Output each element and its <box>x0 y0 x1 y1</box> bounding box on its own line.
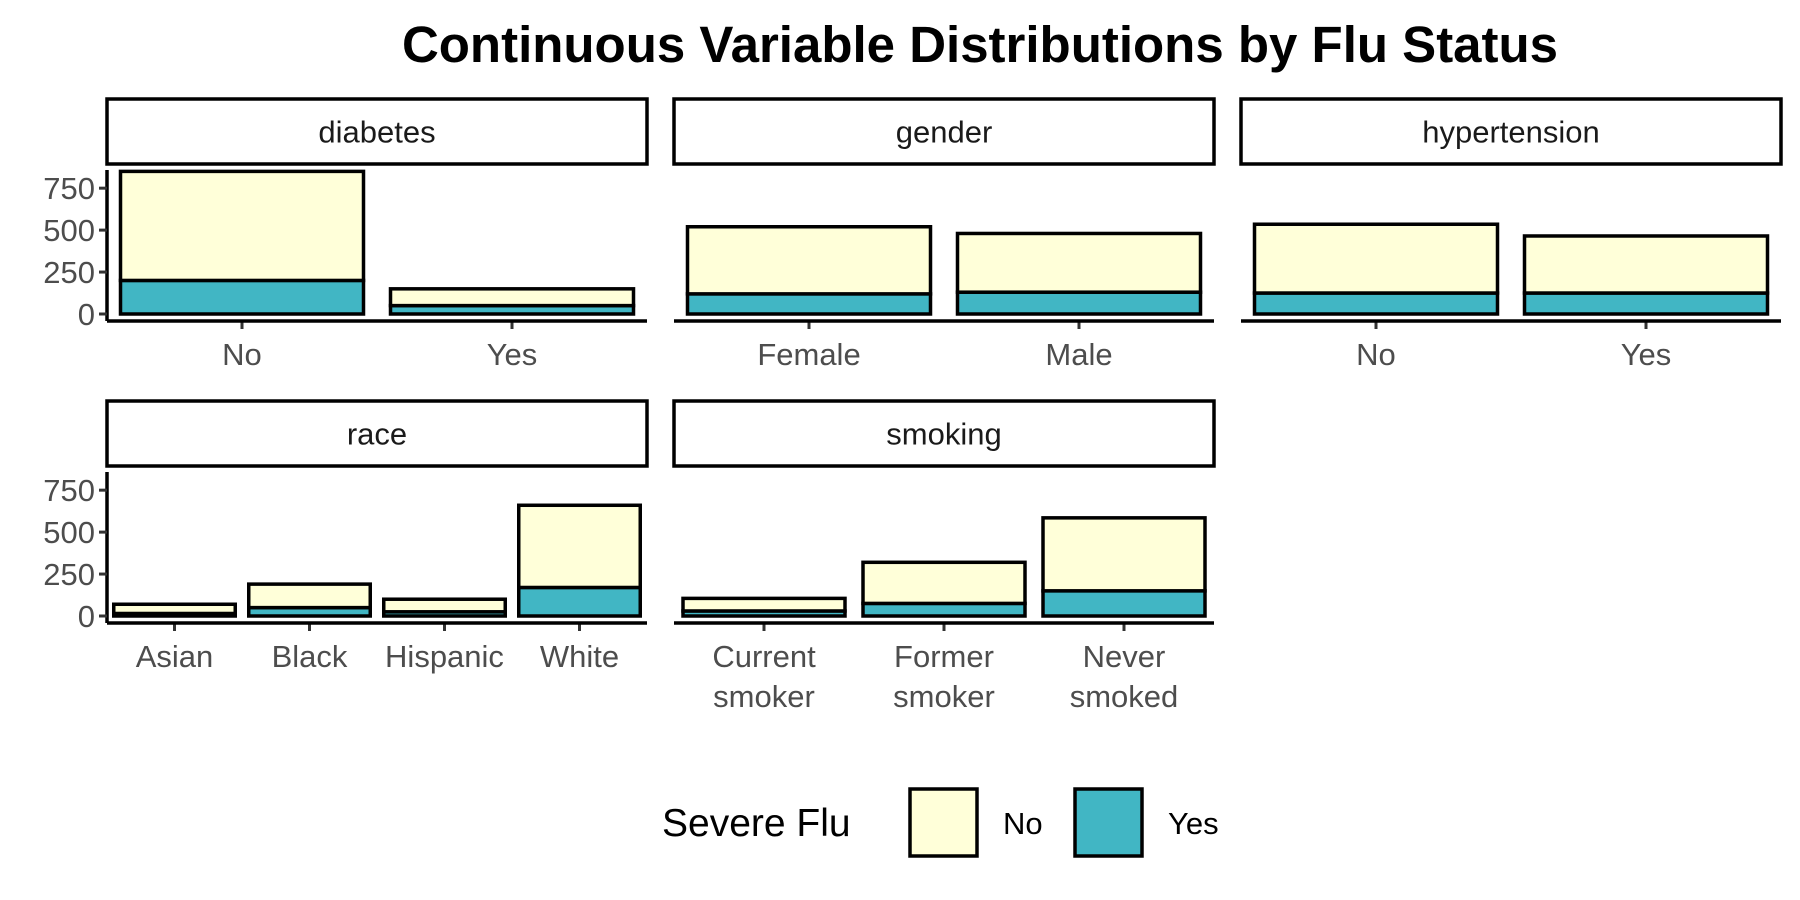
x-tick-label-line: Yes <box>487 337 538 372</box>
y-tick-label: 0 <box>78 599 95 634</box>
bar-gender-female-yes <box>685 292 933 316</box>
facet-strip <box>672 97 1216 166</box>
legend: Severe Flu No Yes <box>662 787 1219 858</box>
x-tick-label: Hispanic <box>385 639 504 674</box>
bar-gender-female-no <box>685 225 933 296</box>
bar-hypertension-no-no <box>1252 222 1500 295</box>
bar-gender-male-no <box>955 231 1203 294</box>
facet-strip-label: smoking <box>886 417 1001 452</box>
x-tick-label-line: Yes <box>1621 337 1672 372</box>
x-tick-label: Female <box>757 337 860 372</box>
facet-strip <box>105 399 649 468</box>
facet-race: race Asian Black Hispanic White 0 250 500 750 <box>43 399 649 674</box>
bar-smoking-former-smoker-no <box>861 560 1027 606</box>
bar-race-black-no <box>247 582 372 610</box>
x-tick-label-line: Asian <box>136 639 214 674</box>
facet-strip-label: hypertension <box>1422 115 1600 150</box>
y-tick-label: 500 <box>43 213 95 248</box>
y-tick-label: 0 <box>78 297 95 332</box>
bar-diabetes-no-no <box>118 169 366 283</box>
x-tick-label: Former smoker <box>893 639 995 714</box>
x-tick-label-line: Female <box>757 337 860 372</box>
facet-strip <box>105 97 649 166</box>
facet-strip <box>672 399 1216 468</box>
bar-race-white-no <box>517 503 642 590</box>
y-tick-label: 250 <box>43 557 95 592</box>
x-tick-label-line: Never <box>1083 639 1166 674</box>
bar-race-white-yes <box>517 585 642 618</box>
y-tick-label: 750 <box>43 473 95 508</box>
x-tick-label-line: Hispanic <box>385 639 504 674</box>
x-tick-label-line: No <box>1356 337 1396 372</box>
facets: diabetes No Yes 0 250 500 750 gender Female Male h… <box>43 97 1783 714</box>
x-tick-label-line: Current <box>712 639 816 674</box>
bar-race-hispanic-no <box>382 597 507 614</box>
bar-smoking-current-smoker-no <box>681 596 847 613</box>
x-tick-label-line: smoker <box>893 679 995 714</box>
bar-diabetes-no-yes <box>118 278 366 316</box>
facet-smoking: smoking Current smoker Former smoker Never smo… <box>672 399 1216 714</box>
legend-title: Severe Flu <box>662 802 851 845</box>
facet-strip-label: diabetes <box>318 115 435 150</box>
facet-gender: gender Female Male <box>672 97 1216 372</box>
x-tick-label-line: Black <box>272 639 348 674</box>
chart-title: Continuous Variable Distributions by Flu… <box>402 16 1558 73</box>
x-tick-label-line: smoker <box>713 679 815 714</box>
x-tick-label: White <box>540 639 619 674</box>
x-tick-label: Male <box>1045 337 1112 372</box>
bar-diabetes-yes-no <box>388 287 636 308</box>
bar-smoking-former-smoker-yes <box>861 601 1027 618</box>
bar-hypertension-no-yes <box>1252 291 1500 316</box>
bar-hypertension-yes-yes <box>1522 291 1770 316</box>
x-tick-label: Black <box>272 639 348 674</box>
facet-hypertension: hypertension No Yes <box>1239 97 1783 372</box>
legend-key-yes <box>1073 787 1144 858</box>
bar-hypertension-yes-no <box>1522 234 1770 295</box>
bar-smoking-never-smoked-no <box>1041 516 1207 593</box>
y-tick-label: 250 <box>43 255 95 290</box>
x-tick-label-line: smoked <box>1070 679 1179 714</box>
legend-label-yes: Yes <box>1168 806 1219 841</box>
y-tick-label: 750 <box>43 171 95 206</box>
x-tick-label: No <box>1356 337 1396 372</box>
x-tick-label: Yes <box>1621 337 1672 372</box>
legend-label-no: No <box>1003 806 1043 841</box>
x-tick-label: No <box>222 337 262 372</box>
x-tick-label-line: No <box>222 337 262 372</box>
y-tick-label: 500 <box>43 515 95 550</box>
facet-diabetes: diabetes No Yes 0 250 500 750 <box>43 97 649 372</box>
bar-gender-male-yes <box>955 290 1203 316</box>
x-tick-label-line: Male <box>1045 337 1112 372</box>
legend-key-no <box>908 787 979 858</box>
facet-strip-label: gender <box>896 115 993 150</box>
x-tick-label: Yes <box>487 337 538 372</box>
bar-race-asian-no <box>112 602 237 616</box>
x-tick-label-line: Former <box>894 639 994 674</box>
bar-smoking-never-smoked-yes <box>1041 589 1207 618</box>
x-tick-label: Never smoked <box>1070 639 1179 714</box>
x-tick-label-line: White <box>540 639 619 674</box>
x-tick-label: Current smoker <box>712 639 816 714</box>
facet-strip <box>1239 97 1783 166</box>
x-tick-label: Asian <box>136 639 214 674</box>
facet-strip-label: race <box>347 417 407 452</box>
